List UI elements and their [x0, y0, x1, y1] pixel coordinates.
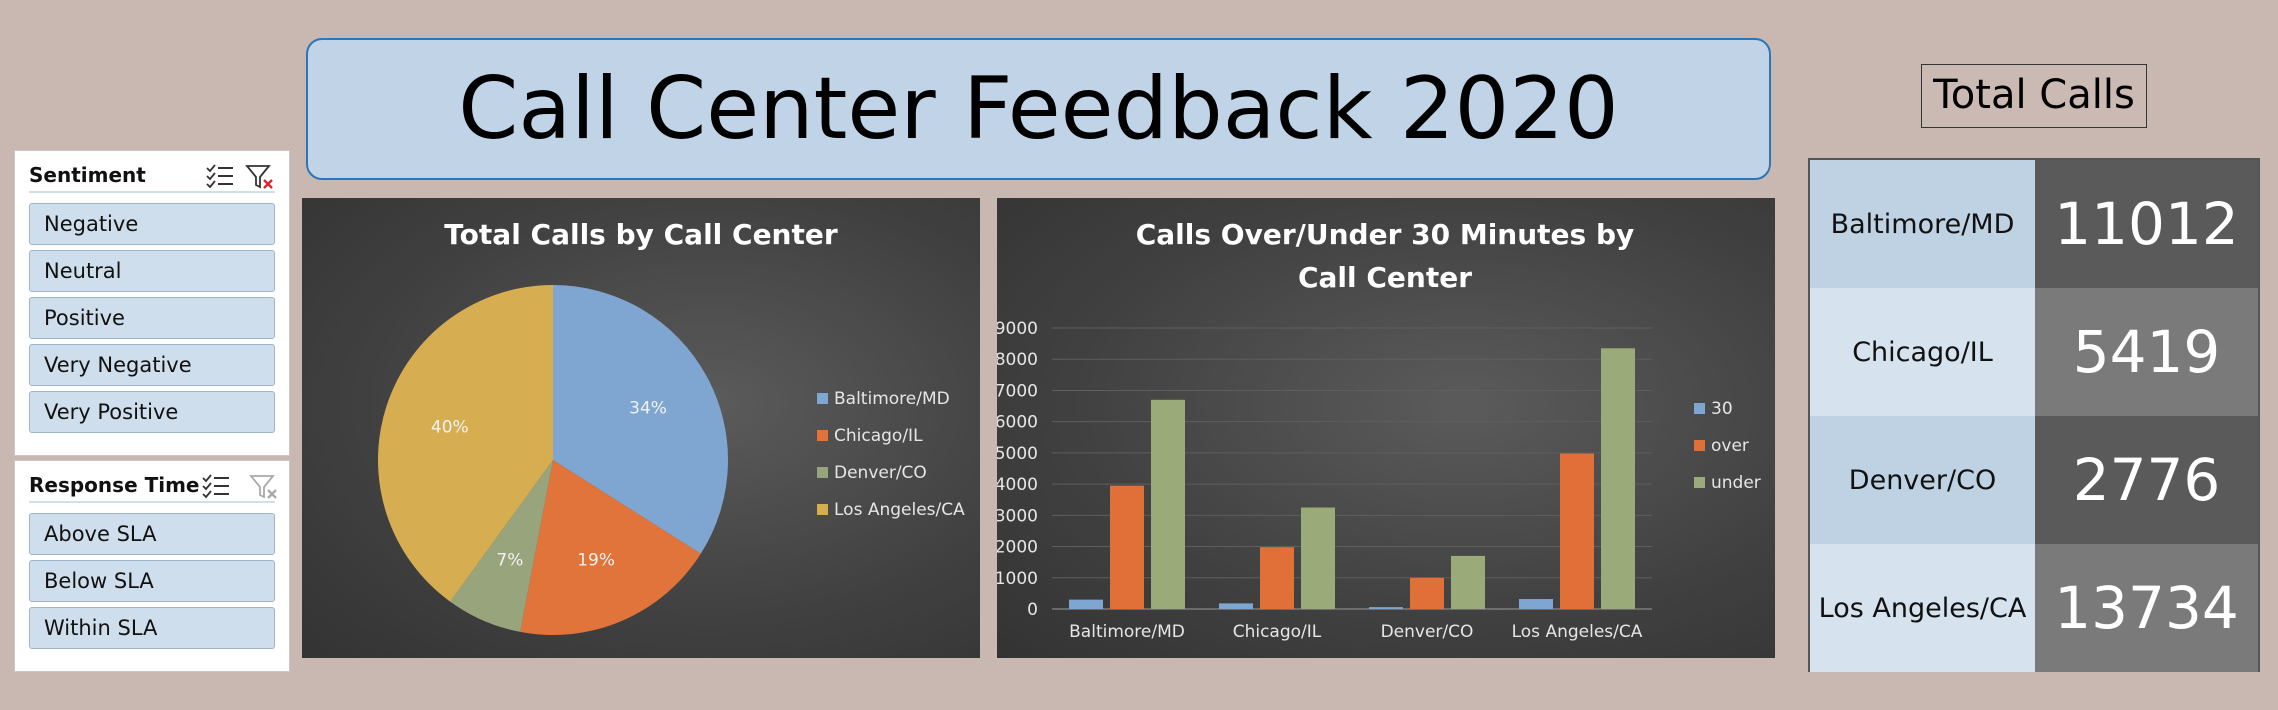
- pie-legend-swatch: [817, 467, 828, 478]
- pie-data-label: 40%: [431, 417, 469, 437]
- bar-legend-swatch: [1694, 403, 1705, 414]
- response-item-above-sla[interactable]: Above SLA: [29, 513, 275, 555]
- sentiment-item-neutral[interactable]: Neutral: [29, 250, 275, 292]
- pie-data-label: 34%: [629, 399, 667, 419]
- pie-legend-label: Chicago/IL: [834, 426, 923, 446]
- pie-legend-swatch: [817, 504, 828, 515]
- dashboard-title-banner: Call Center Feedback 2020: [306, 38, 1771, 180]
- city-label: Denver/CO: [1810, 416, 2035, 544]
- bar-under-denver-co: [1451, 555, 1485, 609]
- multi-select-icon[interactable]: [205, 163, 237, 191]
- call-count: 5419: [2035, 288, 2258, 416]
- bar-under-chicago-il: [1301, 507, 1335, 609]
- bar-over-chicago-il: [1260, 547, 1294, 609]
- x-tick-label: Baltimore/MD: [1069, 622, 1185, 642]
- bar-over-baltimore-md: [1110, 485, 1144, 609]
- bar-under-baltimore-md: [1151, 399, 1185, 609]
- pie-legend-label: Baltimore/MD: [834, 389, 950, 409]
- bar-legend-label: under: [1711, 473, 1761, 493]
- pie-chart: Total Calls by Call Center 34% 19% 7% 40% B…: [378, 218, 965, 635]
- bar-legend-label: over: [1711, 436, 1749, 456]
- slicer-title: Sentiment: [29, 163, 146, 187]
- x-tick-label: Denver/CO: [1381, 622, 1474, 642]
- y-tick-label: 3000: [997, 506, 1038, 526]
- pie-slice-denver-co: [450, 460, 553, 632]
- y-tick-label: 5000: [997, 444, 1038, 464]
- bar-legend-swatch: [1694, 477, 1705, 488]
- pie-chart-panel: Total Calls by Call Center 34% 19% 7% 40% B…: [302, 198, 980, 658]
- pie-legend-swatch: [817, 430, 828, 441]
- y-tick-label: 6000: [997, 413, 1038, 433]
- total-calls-row-los-angeles: Los Angeles/CA 13734: [1810, 544, 2258, 672]
- sentiment-item-negative[interactable]: Negative: [29, 203, 275, 245]
- total-calls-row-baltimore: Baltimore/MD 11012: [1810, 160, 2258, 288]
- response-item-within-sla[interactable]: Within SLA: [29, 607, 275, 649]
- y-tick-label: 9000: [997, 319, 1038, 339]
- sentiment-item-very-negative[interactable]: Very Negative: [29, 344, 275, 386]
- sentiment-item-very-positive[interactable]: Very Positive: [29, 391, 275, 433]
- total-calls-row-denver: Denver/CO 2776: [1810, 416, 2258, 544]
- y-tick-label: 8000: [997, 350, 1038, 370]
- pie-legend-label: Los Angeles/CA: [834, 500, 965, 520]
- clear-filter-icon[interactable]: [249, 473, 281, 501]
- response-item-below-sla[interactable]: Below SLA: [29, 560, 275, 602]
- bar-legend-swatch: [1694, 440, 1705, 451]
- response-time-slicer: Response Time Above SLA Below SLA Within…: [14, 460, 290, 672]
- slicer-header: Response Time: [29, 471, 277, 503]
- clear-filter-icon[interactable]: [245, 163, 277, 191]
- city-label: Baltimore/MD: [1810, 160, 2035, 288]
- dashboard-title: Call Center Feedback 2020: [458, 59, 1619, 159]
- total-calls-title: Total Calls: [1921, 64, 2147, 128]
- sentiment-slicer: Sentiment Negative Neutral Positive Very…: [14, 150, 290, 456]
- y-tick-label: 7000: [997, 381, 1038, 401]
- y-tick-label: 2000: [997, 538, 1038, 558]
- bar-over-denver-co: [1410, 577, 1444, 609]
- pie-chart-title: Total Calls by Call Center: [444, 218, 838, 251]
- call-count: 2776: [2035, 416, 2258, 544]
- slicer-header: Sentiment: [29, 161, 275, 193]
- bar-over-los-angeles-ca: [1560, 453, 1594, 609]
- city-label: Chicago/IL: [1810, 288, 2035, 416]
- bar-chart-panel: Calls Over/Under 30 Minutes by Call Cent…: [995, 198, 1775, 658]
- bar-under-los-angeles-ca: [1601, 348, 1635, 609]
- sentiment-item-positive[interactable]: Positive: [29, 297, 275, 339]
- pie-data-label: 7%: [496, 551, 523, 571]
- pie-legend-label: Denver/CO: [834, 463, 927, 483]
- bar-legend-label: 30: [1711, 399, 1733, 419]
- x-tick-label: Los Angeles/CA: [1512, 622, 1643, 642]
- y-tick-label: 1000: [997, 569, 1038, 589]
- bar-chart-title-line1: Calls Over/Under 30 Minutes by: [1136, 218, 1635, 251]
- total-calls-row-chicago: Chicago/IL 5419: [1810, 288, 2258, 416]
- pie-data-label: 19%: [577, 551, 615, 571]
- bar-30-chicago-il: [1219, 603, 1253, 609]
- x-tick-label: Chicago/IL: [1233, 622, 1322, 642]
- pie-slice-los-angeles-ca: [378, 284, 553, 602]
- slicer-title: Response Time: [29, 473, 200, 497]
- pie-legend-swatch: [817, 393, 828, 404]
- multi-select-icon[interactable]: [201, 473, 233, 501]
- bar-chart-title-line2: Call Center: [1298, 261, 1472, 294]
- total-calls-table: Baltimore/MD 11012 Chicago/IL 5419 Denve…: [1808, 158, 2260, 672]
- bar-chart: Calls Over/Under 30 Minutes by Call Cent…: [995, 218, 1761, 642]
- call-count: 11012: [2035, 160, 2258, 288]
- bar-30-denver-co: [1369, 607, 1403, 609]
- bar-30-los-angeles-ca: [1519, 599, 1553, 609]
- y-tick-label: 4000: [997, 475, 1038, 495]
- city-label: Los Angeles/CA: [1810, 544, 2035, 672]
- pie-slice-baltimore-md: [553, 285, 728, 554]
- pie-slice-chicago-il: [520, 460, 701, 635]
- bar-30-baltimore-md: [1069, 599, 1103, 609]
- call-count: 13734: [2035, 544, 2258, 672]
- y-tick-label: 0: [1027, 600, 1038, 620]
